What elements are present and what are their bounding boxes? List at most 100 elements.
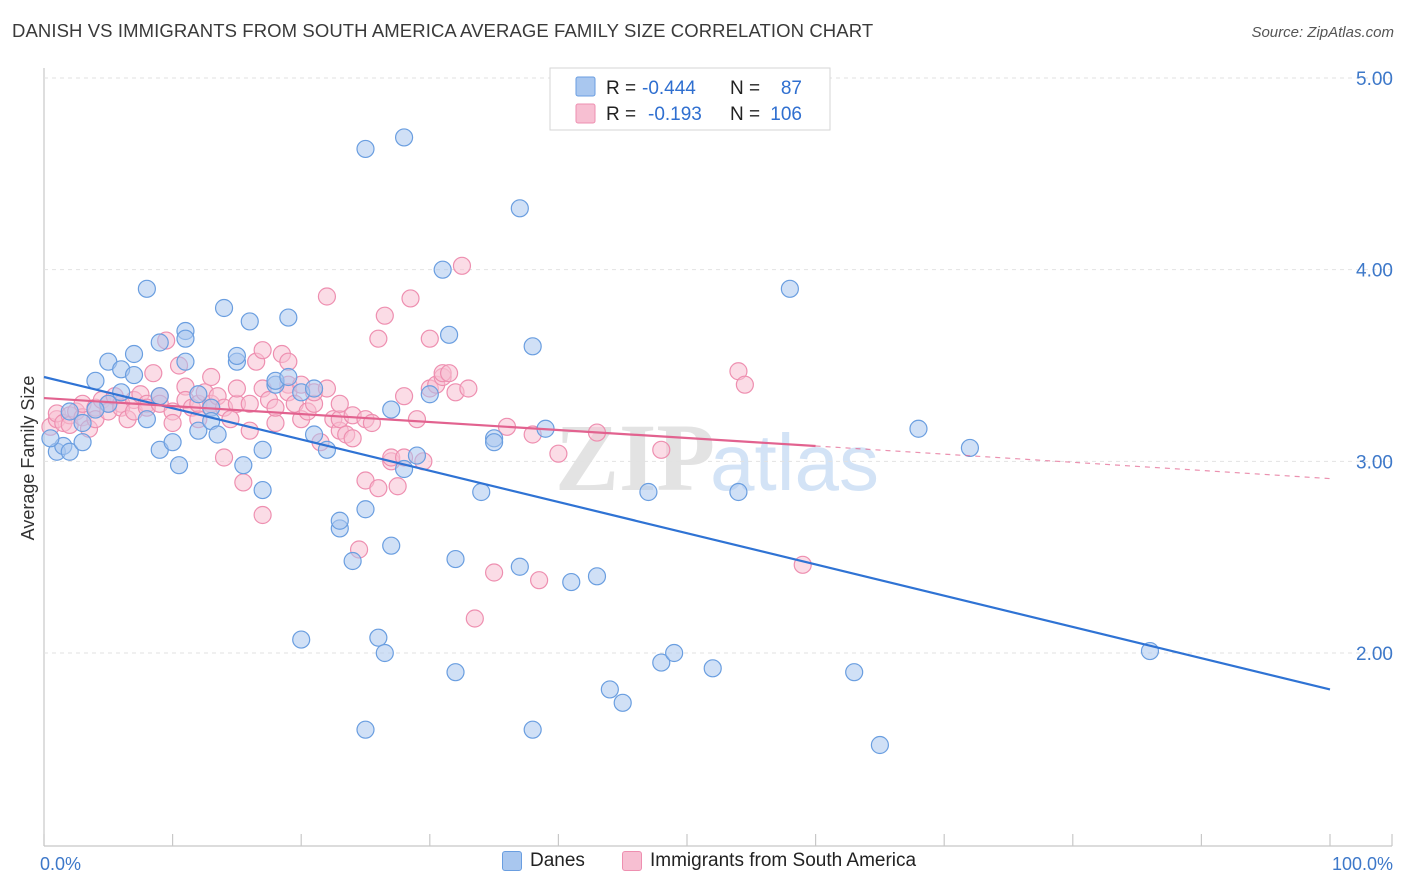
legend-item-danes[interactable]: Danes — [502, 850, 585, 872]
point-immigrants — [407, 410, 427, 429]
point-danes — [382, 536, 401, 555]
point-danes — [407, 446, 427, 465]
point-danes — [176, 329, 195, 348]
y-tick-labels: 2.00 3.00 4.00 5.00 — [1356, 69, 1393, 665]
legend-r-value-immigrants: -0.193 — [648, 104, 702, 125]
point-danes — [137, 410, 156, 429]
source-label: Source: ZipAtlas.com — [1251, 24, 1394, 41]
point-danes — [304, 379, 324, 398]
point-danes — [279, 308, 298, 327]
point-danes — [227, 346, 246, 366]
point-danes — [510, 199, 529, 218]
point-danes — [870, 735, 890, 755]
point-danes — [420, 385, 439, 404]
immigrants-swatch — [622, 851, 642, 871]
point-danes — [639, 482, 658, 502]
point-immigrants — [369, 329, 388, 348]
point-danes — [124, 365, 144, 385]
point-danes — [60, 402, 79, 421]
x-tick-label-max: 100.0% — [1332, 854, 1393, 874]
trend-line-immigrants-extension — [815, 445, 1331, 480]
point-immigrants — [234, 473, 253, 492]
point-danes — [652, 653, 671, 672]
y-tick-label: 2.00 — [1356, 644, 1393, 665]
point-danes — [562, 572, 581, 592]
point-danes — [253, 480, 272, 500]
legend-label-immigrants: Immigrants from South America — [650, 850, 917, 871]
point-immigrants — [202, 367, 221, 387]
point-immigrants — [735, 375, 754, 394]
watermark-zip: ZIP — [555, 404, 715, 511]
point-danes — [41, 429, 60, 448]
point-danes — [665, 643, 684, 663]
point-danes — [703, 659, 722, 678]
point-immigrants — [401, 289, 420, 308]
point-danes — [587, 567, 607, 586]
legend-n-value-immigrants: 106 — [770, 104, 802, 125]
point-danes — [189, 421, 208, 440]
legend-item-immigrants[interactable]: Immigrants from South America — [622, 850, 916, 872]
point-danes — [446, 663, 465, 682]
point-danes — [169, 456, 189, 475]
point-immigrants — [394, 387, 414, 406]
point-danes — [163, 433, 182, 452]
point-danes — [150, 333, 169, 352]
point-immigrants — [253, 505, 272, 525]
point-danes — [356, 500, 375, 519]
point-immigrants — [459, 379, 478, 398]
x-tick-label-min: 0.0% — [40, 854, 81, 874]
point-danes — [73, 413, 92, 433]
point-danes — [845, 663, 864, 682]
point-danes — [124, 344, 144, 364]
y-axis-label: Average Family Size — [18, 376, 38, 541]
legend-swatch-immigrants — [575, 103, 596, 124]
point-danes — [279, 367, 298, 387]
grid — [44, 77, 1392, 654]
point-danes — [356, 720, 375, 739]
point-danes — [394, 128, 414, 147]
point-danes — [613, 693, 632, 712]
point-immigrants — [369, 479, 388, 498]
point-immigrants — [420, 329, 439, 348]
point-immigrants — [465, 609, 484, 628]
legend-n-label-danes: N = — [730, 78, 760, 99]
danes-swatch — [502, 851, 522, 871]
point-danes — [253, 440, 272, 459]
point-immigrants — [388, 477, 407, 496]
point-immigrants — [214, 448, 234, 467]
series-legend: Danes Immigrants from South America — [0, 850, 1406, 880]
watermark: ZIP atlas — [555, 404, 879, 511]
point-danes — [208, 425, 227, 444]
legend-swatch-danes — [575, 76, 596, 97]
point-danes — [356, 139, 375, 159]
point-immigrants — [375, 306, 394, 325]
point-immigrants — [439, 364, 459, 383]
point-danes — [189, 385, 208, 404]
point-danes — [292, 630, 311, 649]
point-danes — [523, 720, 542, 739]
trend-lines — [43, 375, 1331, 691]
point-danes — [214, 298, 234, 318]
point-immigrants — [330, 394, 349, 413]
legend-r-label-immigrants: R = — [606, 104, 636, 125]
point-danes — [960, 438, 980, 458]
point-danes — [472, 482, 491, 502]
point-danes — [150, 387, 169, 406]
point-immigrants — [144, 364, 163, 383]
point-immigrants — [227, 379, 246, 398]
x-ticks — [43, 834, 1393, 846]
point-danes — [176, 352, 195, 371]
point-immigrants — [163, 413, 182, 433]
y-tick-label: 4.00 — [1356, 261, 1393, 282]
point-immigrants — [266, 413, 285, 433]
point-danes — [909, 419, 928, 438]
point-immigrants — [221, 410, 240, 429]
point-immigrants — [549, 444, 568, 463]
point-danes — [240, 312, 259, 331]
point-immigrants — [452, 256, 472, 275]
point-immigrants — [485, 563, 504, 582]
legend-label-danes: Danes — [530, 850, 585, 871]
point-danes — [86, 400, 105, 419]
point-danes — [73, 433, 92, 452]
